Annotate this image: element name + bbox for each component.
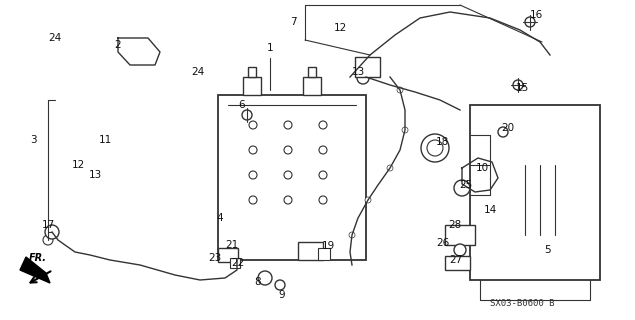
Text: 7: 7 [290,17,297,27]
Bar [308,67,316,77]
Text: 10: 10 [476,163,488,173]
Text: 17: 17 [41,220,55,230]
Bar [303,77,321,95]
Circle shape [319,171,327,179]
Text: 6: 6 [239,100,245,110]
Text: 14: 14 [483,205,497,215]
Circle shape [45,225,59,239]
Text: 11: 11 [98,135,112,145]
Text: 15: 15 [516,83,528,93]
Circle shape [319,146,327,154]
Text: 3: 3 [30,135,36,145]
Circle shape [349,232,355,238]
Circle shape [284,146,292,154]
Circle shape [284,121,292,129]
Text: 21: 21 [225,240,239,250]
Text: FR.: FR. [29,253,47,263]
Circle shape [319,121,327,129]
Circle shape [365,197,371,203]
Circle shape [498,127,508,137]
Circle shape [387,165,393,171]
Circle shape [275,280,285,290]
Text: 8: 8 [255,277,262,287]
Text: 23: 23 [208,253,222,263]
Text: 28: 28 [448,220,462,230]
Circle shape [454,244,466,256]
Circle shape [402,127,408,133]
Text: 27: 27 [450,255,463,265]
Text: 26: 26 [436,238,450,248]
Bar [355,57,380,77]
Text: 22: 22 [231,258,244,268]
Bar [243,77,261,95]
Text: 4: 4 [217,213,224,223]
Circle shape [357,72,369,84]
Circle shape [421,134,449,162]
Text: 1: 1 [267,43,273,53]
Circle shape [397,87,403,93]
Bar [230,258,240,268]
Text: 16: 16 [530,10,543,20]
Bar [445,225,475,245]
Text: 9: 9 [279,290,285,300]
Circle shape [249,146,257,154]
Bar [218,248,238,262]
Bar [318,248,330,260]
Circle shape [249,196,257,204]
Circle shape [249,121,257,129]
Text: 13: 13 [351,67,364,77]
Circle shape [427,140,443,156]
Circle shape [284,171,292,179]
Text: 18: 18 [436,137,448,147]
Text: 2: 2 [115,40,121,50]
Circle shape [454,180,470,196]
Bar [218,95,366,260]
Text: 19: 19 [321,241,335,251]
Circle shape [525,17,535,27]
Text: 25: 25 [459,180,472,190]
Circle shape [284,196,292,204]
Bar [248,67,256,77]
Text: SX03-B0600 B: SX03-B0600 B [490,299,555,308]
Circle shape [43,235,53,245]
Circle shape [513,80,523,90]
Bar [298,242,323,260]
Text: 5: 5 [545,245,551,255]
Circle shape [249,171,257,179]
Text: 12: 12 [333,23,347,33]
Bar [445,256,470,270]
Text: 13: 13 [88,170,102,180]
Circle shape [319,196,327,204]
Text: 24: 24 [48,33,62,43]
Circle shape [242,110,252,120]
Polygon shape [20,257,50,283]
Circle shape [258,271,272,285]
Bar [470,105,600,280]
Text: 12: 12 [71,160,84,170]
Text: 24: 24 [191,67,204,77]
Text: 20: 20 [502,123,514,133]
